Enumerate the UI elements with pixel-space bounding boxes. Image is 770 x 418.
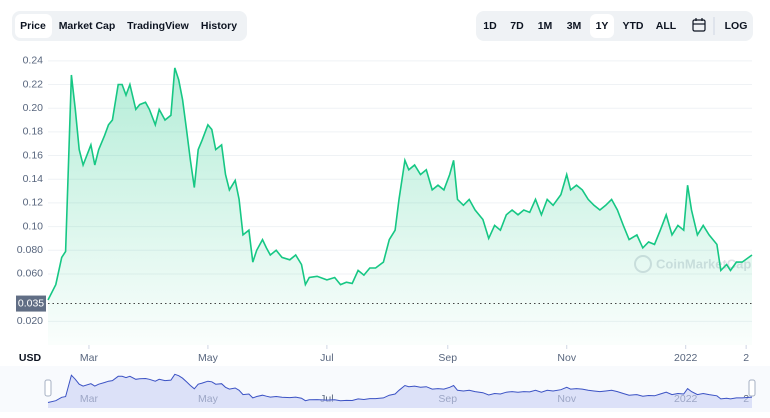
- y-tick-label: 0.020: [17, 315, 43, 327]
- y-tick-label: 0.24: [23, 55, 44, 67]
- tab[interactable]: TradingView: [127, 20, 189, 32]
- x-tick-label: Jul: [320, 352, 333, 364]
- navigator-fill: [48, 374, 752, 408]
- range-button[interactable]: 1D: [483, 20, 497, 32]
- y-tick-label: 0.10: [23, 220, 44, 232]
- reference-label: 0.035: [18, 297, 44, 309]
- y-tick-label: 0.060: [17, 268, 43, 280]
- y-tick-label: 0.22: [23, 78, 44, 90]
- tab-group: [12, 11, 247, 41]
- x-tick-label: Mar: [80, 352, 99, 364]
- tab[interactable]: Market Cap: [59, 20, 116, 32]
- y-tick-label: 0.18: [23, 126, 44, 138]
- y-tick-label: 0.16: [23, 149, 44, 161]
- x-tick-label: Nov: [557, 352, 576, 364]
- navigator-line: [47, 373, 753, 403]
- y-tick-label: 0.12: [23, 197, 44, 209]
- y-tick-label: 0.20: [23, 102, 44, 114]
- reference-label-bg: [16, 295, 46, 312]
- price-line: [47, 67, 753, 301]
- calendar-icon[interactable]: [692, 18, 706, 32]
- y-tick-label: 0.080: [17, 244, 43, 256]
- active-tab: [15, 14, 52, 38]
- range-button[interactable]: ALL: [656, 20, 677, 32]
- range-button[interactable]: 3M: [567, 20, 582, 32]
- range-group: [476, 11, 753, 41]
- range-button[interactable]: YTD: [623, 20, 644, 32]
- range-button[interactable]: 1Y: [596, 20, 609, 32]
- x-tick-label: 2022: [674, 352, 698, 364]
- navigator-handle[interactable]: [44, 379, 52, 397]
- area-fill: [48, 67, 752, 346]
- range-button[interactable]: 1M: [538, 20, 553, 32]
- navigator-handle[interactable]: [748, 379, 756, 397]
- y-tick-label: 0.14: [23, 173, 44, 185]
- log-toggle[interactable]: LOG: [725, 20, 748, 32]
- range-button[interactable]: 7D: [510, 20, 524, 32]
- currency-label: USD: [19, 352, 42, 364]
- x-tick-label: 2: [743, 352, 749, 364]
- active-range: [590, 14, 614, 38]
- x-tick-label: May: [198, 352, 219, 364]
- x-tick-label: Sep: [438, 352, 457, 364]
- tab[interactable]: Price: [20, 20, 46, 32]
- tab[interactable]: History: [201, 20, 237, 32]
